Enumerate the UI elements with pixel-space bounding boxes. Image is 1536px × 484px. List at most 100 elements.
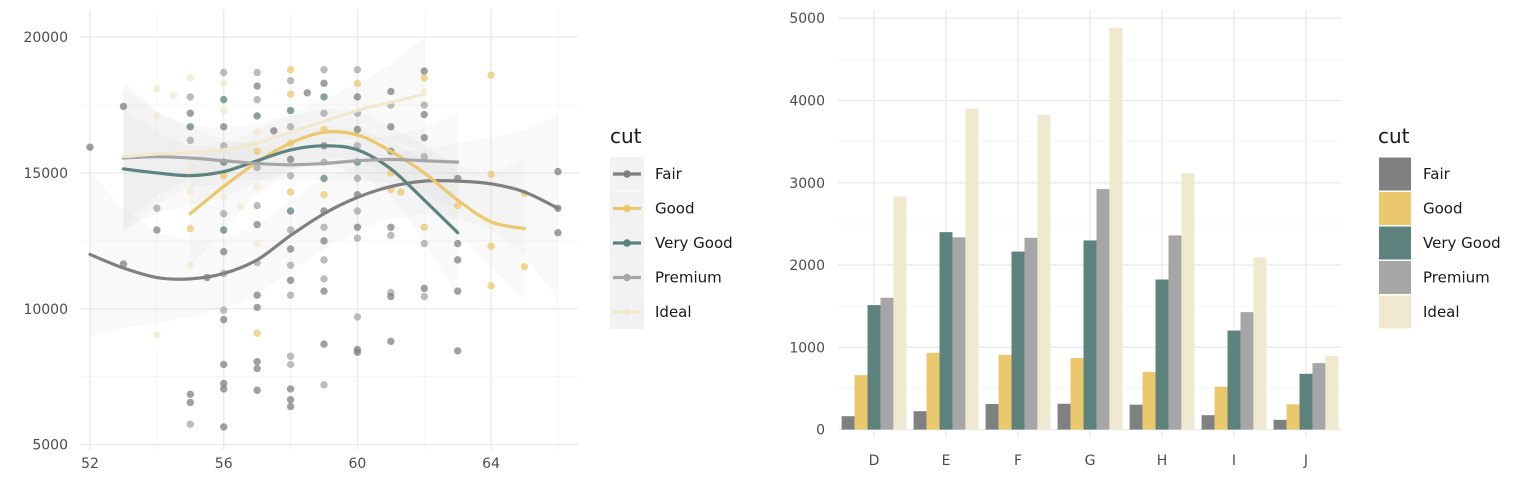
point-premium bbox=[286, 123, 295, 131]
point-premium bbox=[320, 223, 328, 231]
legend-label-premium: Premium bbox=[1423, 269, 1490, 287]
point-fair bbox=[253, 386, 261, 394]
bar-g-premium bbox=[1096, 189, 1110, 430]
bar-d-fair bbox=[841, 416, 855, 430]
point-premium bbox=[286, 261, 295, 270]
point-premium bbox=[320, 381, 328, 389]
bar-i-fair bbox=[1201, 415, 1215, 430]
bar-h-ideal bbox=[1181, 173, 1195, 430]
bar-g-ideal bbox=[1109, 27, 1123, 430]
bar-h-very-good bbox=[1155, 279, 1169, 430]
point-fair bbox=[86, 143, 94, 151]
point-premium bbox=[286, 291, 295, 299]
point-fair bbox=[119, 102, 128, 111]
x-tick-label: 56 bbox=[215, 456, 233, 472]
point-fair bbox=[353, 223, 362, 231]
point-fair bbox=[387, 337, 395, 346]
x-tick-label: G bbox=[1085, 453, 1096, 469]
smooth-line-fair bbox=[88, 178, 560, 281]
point-fair bbox=[353, 125, 362, 134]
point-fair bbox=[453, 256, 462, 264]
point-fair bbox=[220, 123, 228, 131]
point-fair bbox=[320, 237, 328, 245]
bar-h-fair bbox=[1129, 404, 1143, 430]
legend-key-point bbox=[623, 204, 631, 213]
point-fair bbox=[220, 379, 228, 388]
y-tick-label: 15000 bbox=[23, 166, 68, 182]
smooth-line-good bbox=[188, 130, 527, 231]
point-good bbox=[253, 147, 261, 155]
bar-f-premium bbox=[1024, 237, 1038, 430]
point-premium bbox=[220, 210, 228, 218]
point-fair bbox=[353, 93, 362, 101]
point-good bbox=[186, 224, 194, 233]
point-good bbox=[286, 90, 295, 98]
point-premium bbox=[253, 95, 261, 104]
point-fair bbox=[153, 226, 161, 234]
point-premium bbox=[286, 360, 295, 369]
legend-label-very-good: Very Good bbox=[1423, 234, 1501, 252]
bar-marks bbox=[841, 27, 1339, 430]
point-ideal bbox=[153, 330, 161, 339]
bar-e-ideal bbox=[965, 108, 979, 430]
x-tick-label: I bbox=[1232, 453, 1236, 469]
point-fair bbox=[253, 303, 261, 312]
point-ideal bbox=[186, 188, 194, 196]
point-fair bbox=[303, 89, 311, 97]
x-tick-label: F bbox=[1014, 453, 1022, 469]
point-fair bbox=[220, 385, 228, 393]
point-fair bbox=[186, 390, 194, 399]
x-tick-label: 52 bbox=[81, 456, 99, 472]
bar-i-premium bbox=[1240, 312, 1254, 430]
bar-panel: D E F G H I J 0 1000 2000 3000 4000 5000 cut Fair Goo… bbox=[789, 10, 1501, 469]
scatter-smooth-lines bbox=[88, 92, 560, 281]
point-fair bbox=[286, 402, 295, 411]
y-tick-label: 5000 bbox=[789, 11, 825, 27]
x-tick-label: D bbox=[869, 453, 880, 469]
point-premium bbox=[186, 93, 194, 101]
legend-label-good: Good bbox=[1423, 200, 1463, 218]
point-premium bbox=[220, 68, 228, 77]
point-very-good bbox=[320, 174, 328, 183]
y-tick-label: 3000 bbox=[789, 176, 825, 192]
scatter-tick-labels: 52 56 60 64 5000 10000 15000 20000 bbox=[23, 30, 500, 472]
point-good bbox=[286, 188, 295, 196]
point-good bbox=[487, 242, 495, 250]
point-fair bbox=[420, 110, 428, 119]
point-very-good bbox=[253, 112, 261, 120]
x-tick-label: E bbox=[942, 453, 951, 469]
point-premium bbox=[320, 66, 328, 74]
bar-f-fair bbox=[985, 403, 999, 430]
bar-g-good bbox=[1070, 357, 1084, 430]
point-fair bbox=[286, 396, 295, 404]
point-premium bbox=[186, 420, 194, 428]
point-fair bbox=[420, 284, 428, 293]
legend-label-fair: Fair bbox=[1423, 165, 1451, 183]
point-premium bbox=[420, 152, 428, 161]
point-good bbox=[286, 66, 295, 74]
point-ideal bbox=[186, 163, 194, 172]
point-premium bbox=[353, 313, 362, 321]
point-premium bbox=[353, 66, 362, 74]
y-tick-label: 10000 bbox=[23, 302, 68, 318]
bar-j-very-good bbox=[1299, 373, 1313, 430]
bar-tick-labels: D E F G H I J 0 1000 2000 3000 4000 5000 bbox=[789, 11, 1308, 469]
point-good bbox=[253, 329, 261, 337]
point-fair bbox=[387, 292, 395, 301]
point-fair bbox=[420, 133, 428, 142]
point-fair bbox=[286, 385, 295, 393]
point-premium bbox=[253, 68, 261, 77]
point-ideal bbox=[169, 91, 178, 100]
point-very-good bbox=[220, 226, 228, 234]
point-premium bbox=[286, 352, 295, 360]
bar-d-very-good bbox=[867, 305, 881, 430]
point-fair bbox=[220, 360, 228, 369]
point-ideal bbox=[153, 85, 161, 93]
point-fair bbox=[186, 109, 194, 117]
point-good bbox=[397, 188, 405, 196]
x-tick-label: H bbox=[1157, 453, 1168, 469]
legend-key-swatch bbox=[1379, 157, 1411, 191]
bar-h-good bbox=[1142, 371, 1156, 430]
point-premium bbox=[420, 101, 428, 109]
